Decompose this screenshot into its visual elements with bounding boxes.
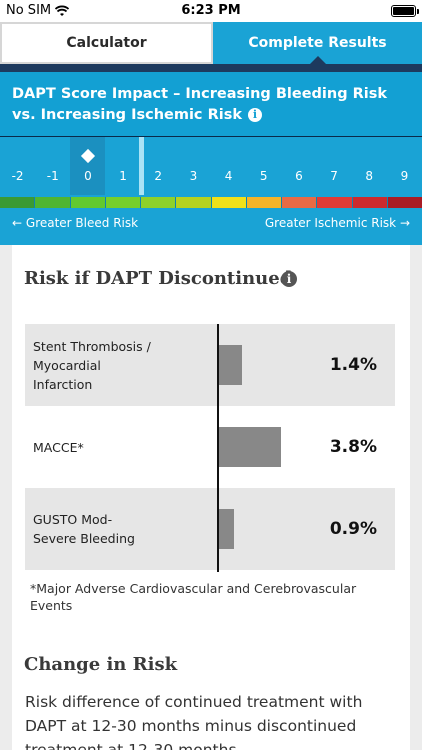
selected-diamond-icon [80, 148, 95, 164]
scale-value-1[interactable]: 1 [106, 137, 141, 195]
scale-value-5[interactable]: 5 [246, 137, 281, 195]
scale-value-label: -2 [11, 169, 24, 183]
risk-value: 1.4% [329, 355, 377, 375]
scale-value-2[interactable]: 2 [141, 137, 176, 195]
tab-complete-results[interactable]: Complete Results [213, 22, 422, 65]
arrow-left-icon: ← [12, 216, 23, 230]
risk-row-stent-thrombosis: Stent Thrombosis / Myocardial Infarction… [25, 324, 395, 406]
scale-color-segment [282, 197, 318, 208]
risk-row-label: GUSTO Mod-Severe Bleeding [33, 512, 135, 546]
risk-info-icon[interactable]: i [281, 271, 297, 287]
tab-calculator[interactable]: Calculator [0, 22, 213, 64]
score-impact-header: DAPT Score Impact – Increasing Bleeding … [0, 72, 422, 136]
risk-axis-line [217, 324, 219, 572]
scale-value-label: 4 [224, 169, 233, 183]
risk-value: 3.8% [329, 437, 377, 457]
tab-complete-results-label: Complete Results [248, 35, 387, 51]
scale-color-segment [211, 197, 247, 208]
info-icon[interactable]: i [247, 108, 262, 122]
risk-row-gusto-bleeding: GUSTO Mod-Severe Bleeding 0.9% [25, 488, 395, 570]
scale-color-segment [246, 197, 282, 208]
scale-value-label: 7 [330, 169, 338, 183]
bleed-risk-text: Greater Bleed Risk [25, 216, 139, 230]
scale-value-label: 1 [119, 169, 127, 183]
risk-bar [219, 509, 234, 549]
status-left: No SIM [6, 3, 70, 18]
scale-color-segment [141, 197, 177, 208]
scale-labels: ← Greater Bleed Risk Greater Ischemic Ri… [0, 216, 422, 234]
risk-bar [219, 427, 281, 467]
scale-numbers: -2 -1 0 1 2 3 4 5 6 7 8 9 [0, 137, 422, 195]
scale-value--2[interactable]: -2 [0, 137, 35, 195]
scale-value-label: 2 [154, 169, 163, 183]
arrow-right-icon: → [399, 216, 410, 230]
score-impact-title: DAPT Score Impact – Increasing Bleeding … [12, 86, 388, 123]
tab-divider [0, 64, 422, 72]
scale-color-bar [0, 197, 422, 208]
scale-color-segment [176, 197, 212, 208]
scale-value-8[interactable]: 8 [352, 137, 387, 195]
scale-value-0[interactable]: 0 [70, 137, 106, 195]
scale-color-segment [0, 197, 36, 208]
risk-row-macce: MACCE* 3.8% [25, 406, 395, 488]
scale-value-label: 9 [400, 169, 409, 183]
scale-color-segment [70, 197, 106, 208]
scale-value-6[interactable]: 6 [281, 137, 316, 195]
scale-value-label: 6 [295, 169, 303, 183]
carrier-label: No SIM [6, 3, 52, 18]
wifi-icon [55, 5, 70, 16]
risk-row-label: Stent Thrombosis / Myocardial Infarction [33, 338, 151, 392]
dapt-score-scale: -2 -1 0 1 2 3 4 5 6 7 8 9 ← Greater Bleed Risk Grea… [0, 137, 422, 245]
scale-value--1[interactable]: -1 [35, 137, 70, 195]
risk-bar [219, 345, 242, 385]
risk-section-title: Risk if DAPT Discontinued [24, 268, 293, 289]
change-section-text: Risk difference of continued treatment w… [25, 693, 363, 750]
risk-value: 0.9% [329, 519, 377, 539]
scale-value-3[interactable]: 3 [176, 137, 211, 195]
scale-color-segment [352, 197, 388, 208]
change-section-title: Change in Risk [24, 654, 178, 675]
scale-color-segment [317, 197, 353, 208]
scale-value-label: 0 [84, 169, 92, 183]
bleed-risk-label: ← Greater Bleed Risk [12, 216, 138, 230]
status-bar: No SIM 6:23 PM [0, 0, 422, 22]
ischemic-risk-label: Greater Ischemic Risk → [265, 216, 410, 230]
tab-bar: Calculator Complete Results [0, 22, 422, 65]
risk-row-label: MACCE* [33, 439, 84, 455]
active-tab-notch [308, 56, 327, 65]
scale-value-9[interactable]: 9 [387, 137, 422, 195]
scale-color-segment [387, 197, 422, 208]
scale-divider [139, 137, 144, 195]
scale-value-label: 8 [365, 169, 374, 183]
battery-icon [391, 5, 419, 17]
ischemic-risk-text: Greater Ischemic Risk [264, 216, 397, 230]
scale-value-label: 5 [259, 169, 268, 183]
scale-value-label: 3 [189, 169, 198, 183]
scale-value-label: -1 [46, 169, 59, 183]
footnote: *Major Adverse Cardiovascular and Cerebr… [30, 581, 357, 613]
scale-value-4[interactable]: 4 [211, 137, 246, 195]
scale-color-segment [105, 197, 141, 208]
scale-color-segment [35, 197, 71, 208]
status-time: 6:23 PM [181, 3, 241, 18]
scale-value-7[interactable]: 7 [317, 137, 352, 195]
